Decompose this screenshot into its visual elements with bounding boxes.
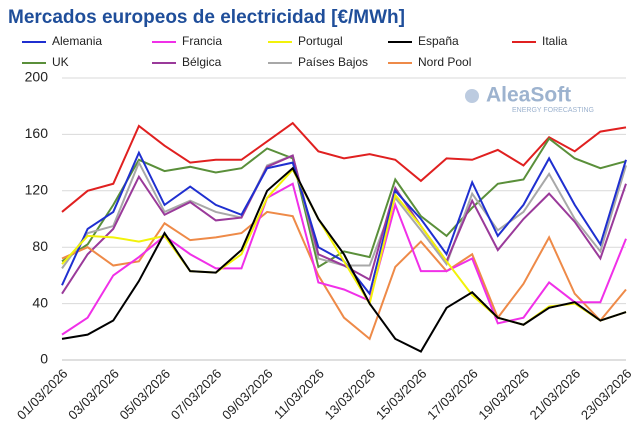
series-line <box>61 166 627 353</box>
legend-label: España <box>418 34 459 48</box>
chart-title: Mercados europeos de electricidad [€/MWh… <box>8 7 405 28</box>
legend-label: Países Bajos <box>298 55 368 69</box>
x-tick-label: 21/03/2026 <box>527 366 584 423</box>
series-line <box>61 137 627 269</box>
y-tick-label: 160 <box>25 125 49 141</box>
logo-tagline: ENERGY FORECASTING <box>512 107 594 114</box>
series-line <box>61 210 627 341</box>
y-tick-label: 120 <box>25 182 49 198</box>
x-tick-label: 03/03/2026 <box>65 366 122 423</box>
x-tick-label: 17/03/2026 <box>424 366 481 423</box>
x-tick-label: 23/03/2026 <box>578 366 635 423</box>
legend-label: Nord Pool <box>418 55 471 69</box>
series-line <box>61 150 627 296</box>
x-tick-label: 09/03/2026 <box>219 366 276 423</box>
logo-name: AleaSoft <box>486 84 571 107</box>
legend-label: Portugal <box>298 34 343 48</box>
legend-label: UK <box>52 55 69 69</box>
x-tick-label: 19/03/2026 <box>475 366 532 423</box>
x-tick-label: 15/03/2026 <box>373 366 430 423</box>
x-tick-label: 05/03/2026 <box>116 366 173 423</box>
legend-label: Italia <box>542 34 568 48</box>
x-tick-label: 11/03/2026 <box>271 366 327 422</box>
x-tick-label: 13/03/2026 <box>322 366 379 423</box>
logo-icon <box>465 89 479 103</box>
y-tick-label: 80 <box>32 238 48 254</box>
y-tick-label: 40 <box>32 294 48 310</box>
y-tick-label: 0 <box>40 351 48 367</box>
y-tick-label: 200 <box>25 69 49 85</box>
series-line <box>61 121 627 213</box>
x-tick-label: 07/03/2026 <box>168 366 225 423</box>
legend-label: Alemania <box>52 34 102 48</box>
series-line <box>61 154 627 295</box>
legend-label: Francia <box>182 34 222 48</box>
x-tick-label: 01/03/2026 <box>14 366 71 423</box>
series-line <box>61 182 627 336</box>
legend-label: Bélgica <box>182 55 222 69</box>
